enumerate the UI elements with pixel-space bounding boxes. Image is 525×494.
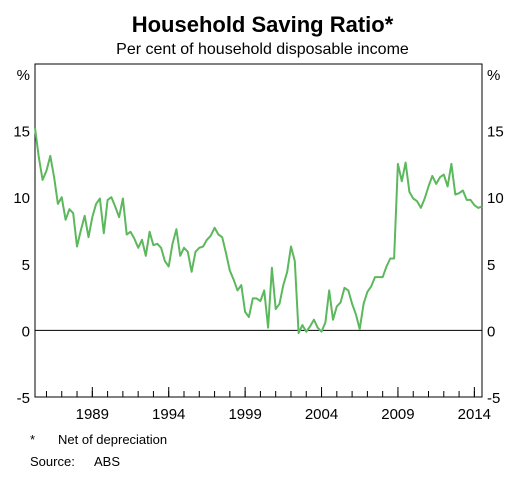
x-tick-label: 2004: [305, 406, 338, 423]
x-tick-label: 1999: [228, 406, 261, 423]
y-tick-label-left: -5: [17, 390, 30, 407]
ticks-layer: [45, 387, 475, 397]
footnote-text: Net of depreciation: [58, 432, 168, 447]
series-layer: [34, 127, 483, 335]
y-unit-right: %: [487, 67, 500, 84]
x-tick-label: 1989: [76, 406, 109, 423]
axes-layer: [34, 63, 483, 398]
y-tick-label-left: 15: [13, 124, 30, 141]
x-tick-label: 2014: [458, 406, 491, 423]
y-tick-label-right: 0: [487, 323, 495, 340]
source-text: ABS: [94, 454, 121, 469]
series-line: [34, 127, 483, 335]
y-tick-label-right: 5: [487, 257, 495, 274]
source-label: Source:: [30, 454, 75, 469]
y-tick-label-right: 15: [487, 124, 504, 141]
y-tick-label-left: 0: [22, 323, 30, 340]
x-tick-label: 1994: [152, 406, 185, 423]
footnote-marker: *: [30, 432, 36, 447]
chart-subtitle: Per cent of household disposable income: [116, 41, 409, 58]
y-tick-label-left: 10: [13, 190, 30, 207]
y-tick-label-right: 10: [487, 190, 504, 207]
y-tick-label-left: 5: [22, 257, 30, 274]
plot-frame: [34, 63, 483, 398]
chart-title: Household Saving Ratio*: [131, 12, 394, 37]
x-tick-label: 2009: [381, 406, 414, 423]
y-unit-left: %: [17, 67, 30, 84]
y-tick-label-right: -5: [487, 390, 500, 407]
labels-layer: -5 -5 0 0 5 5 10 10 15 15% % 1989 1994 1999 2004 2009 20…: [13, 67, 503, 423]
